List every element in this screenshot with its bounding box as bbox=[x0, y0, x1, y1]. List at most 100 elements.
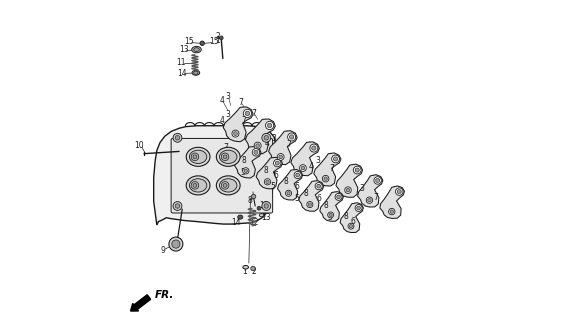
Circle shape bbox=[337, 195, 340, 199]
Circle shape bbox=[243, 109, 252, 117]
Circle shape bbox=[262, 202, 271, 211]
Polygon shape bbox=[223, 107, 253, 142]
Text: 6: 6 bbox=[273, 171, 278, 180]
Text: 4: 4 bbox=[309, 162, 314, 171]
Circle shape bbox=[355, 168, 359, 172]
Circle shape bbox=[290, 135, 294, 139]
Circle shape bbox=[193, 183, 197, 187]
Ellipse shape bbox=[186, 176, 210, 195]
Circle shape bbox=[264, 204, 268, 208]
Ellipse shape bbox=[194, 48, 200, 52]
Text: 7: 7 bbox=[223, 143, 228, 152]
Circle shape bbox=[244, 169, 248, 172]
Text: 15: 15 bbox=[209, 37, 219, 46]
Circle shape bbox=[398, 189, 402, 194]
Circle shape bbox=[221, 181, 229, 189]
Ellipse shape bbox=[186, 147, 210, 166]
Text: 5: 5 bbox=[294, 194, 299, 203]
Circle shape bbox=[299, 164, 306, 172]
Ellipse shape bbox=[216, 176, 240, 195]
Circle shape bbox=[254, 142, 261, 149]
Circle shape bbox=[348, 223, 354, 229]
Text: 3: 3 bbox=[272, 134, 276, 143]
Text: 8: 8 bbox=[343, 212, 348, 221]
Ellipse shape bbox=[219, 179, 237, 192]
Circle shape bbox=[279, 155, 283, 159]
Circle shape bbox=[169, 237, 183, 251]
Text: 4: 4 bbox=[219, 116, 224, 125]
Ellipse shape bbox=[189, 179, 207, 192]
Circle shape bbox=[191, 153, 198, 161]
Circle shape bbox=[368, 198, 371, 202]
Circle shape bbox=[278, 154, 284, 160]
Ellipse shape bbox=[259, 214, 264, 217]
Circle shape bbox=[317, 184, 321, 188]
FancyArrow shape bbox=[130, 295, 151, 311]
Polygon shape bbox=[153, 126, 276, 225]
Polygon shape bbox=[380, 186, 404, 219]
Circle shape bbox=[273, 159, 281, 167]
Circle shape bbox=[251, 266, 255, 271]
Text: 15: 15 bbox=[259, 202, 268, 211]
Circle shape bbox=[252, 148, 260, 156]
Text: 7: 7 bbox=[329, 164, 335, 173]
Circle shape bbox=[266, 180, 269, 183]
Circle shape bbox=[257, 206, 261, 210]
Ellipse shape bbox=[192, 70, 200, 75]
Text: FR.: FR. bbox=[155, 291, 175, 300]
Text: 8: 8 bbox=[242, 156, 246, 165]
Circle shape bbox=[294, 172, 301, 179]
Text: 7: 7 bbox=[252, 108, 257, 117]
Text: 13: 13 bbox=[261, 212, 271, 222]
Circle shape bbox=[191, 181, 198, 189]
Circle shape bbox=[355, 204, 362, 212]
Circle shape bbox=[175, 204, 179, 208]
Text: 2: 2 bbox=[215, 32, 220, 41]
Text: 10: 10 bbox=[134, 141, 144, 150]
Circle shape bbox=[301, 166, 305, 170]
Text: 8: 8 bbox=[263, 166, 268, 175]
Circle shape bbox=[353, 166, 361, 174]
Text: 2: 2 bbox=[251, 268, 256, 276]
Circle shape bbox=[346, 188, 350, 192]
Polygon shape bbox=[256, 157, 282, 189]
Polygon shape bbox=[340, 203, 364, 233]
Circle shape bbox=[172, 240, 180, 248]
Text: 8: 8 bbox=[324, 201, 328, 210]
Text: 12: 12 bbox=[249, 218, 258, 227]
Ellipse shape bbox=[216, 147, 240, 166]
Circle shape bbox=[234, 132, 237, 135]
Circle shape bbox=[396, 188, 403, 195]
Circle shape bbox=[315, 182, 323, 190]
Text: 14: 14 bbox=[231, 218, 241, 227]
Text: 5: 5 bbox=[327, 212, 332, 222]
Circle shape bbox=[366, 197, 373, 203]
Ellipse shape bbox=[194, 71, 198, 74]
Polygon shape bbox=[336, 164, 362, 197]
Circle shape bbox=[175, 136, 179, 140]
Text: 4: 4 bbox=[219, 97, 224, 106]
Circle shape bbox=[307, 202, 313, 208]
Text: 11: 11 bbox=[177, 58, 186, 67]
Text: 8: 8 bbox=[304, 189, 308, 198]
Text: 6: 6 bbox=[295, 182, 300, 191]
Circle shape bbox=[193, 155, 197, 159]
Polygon shape bbox=[320, 192, 343, 221]
Polygon shape bbox=[269, 131, 297, 165]
Circle shape bbox=[252, 194, 256, 199]
Circle shape bbox=[388, 208, 395, 215]
Text: 5: 5 bbox=[271, 182, 276, 191]
Circle shape bbox=[324, 177, 327, 180]
Circle shape bbox=[357, 206, 361, 210]
Ellipse shape bbox=[219, 150, 237, 164]
Text: 8: 8 bbox=[283, 177, 288, 186]
Circle shape bbox=[286, 190, 291, 196]
Polygon shape bbox=[235, 147, 261, 178]
Circle shape bbox=[221, 153, 229, 161]
Text: 7: 7 bbox=[286, 140, 291, 149]
Circle shape bbox=[223, 155, 227, 159]
Circle shape bbox=[245, 111, 250, 116]
Circle shape bbox=[232, 130, 239, 137]
Circle shape bbox=[308, 203, 312, 206]
Ellipse shape bbox=[238, 215, 243, 219]
